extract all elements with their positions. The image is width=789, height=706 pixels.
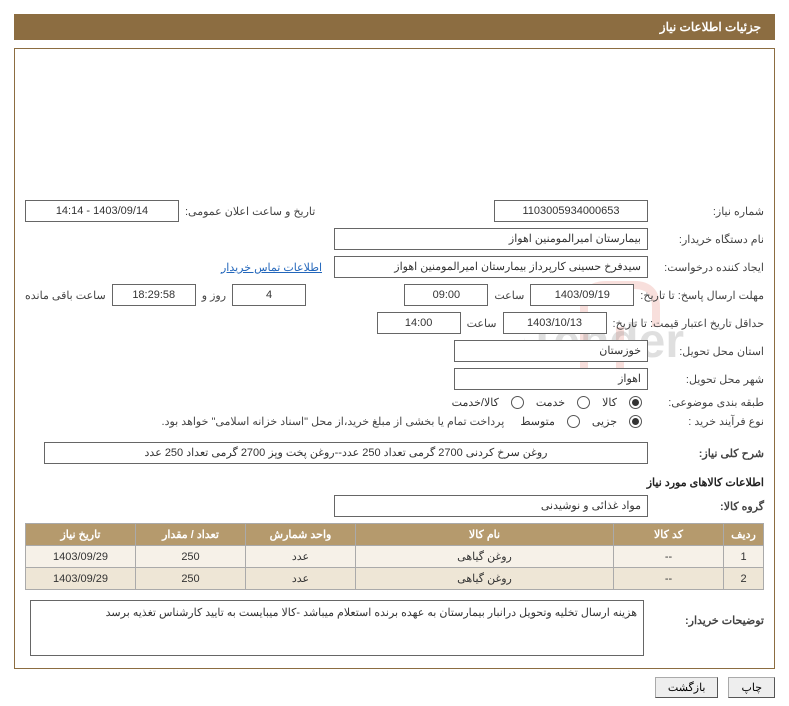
group-label: گروه کالا:: [654, 500, 764, 513]
radio-khedmat-label: خدمت: [536, 396, 565, 409]
deadline-remain-label: ساعت باقی مانده: [25, 289, 106, 302]
radio-motavaset-label: متوسط: [520, 415, 555, 428]
province-value: خوزستان: [454, 340, 648, 362]
buyer-value: بیمارستان امیرالمومنین اهواز: [334, 228, 648, 250]
group-value: مواد غذائی و نوشیدنی: [334, 495, 648, 517]
city-value: اهواز: [454, 368, 648, 390]
radio-kala-label: کالا: [602, 396, 617, 409]
deadline-time: 09:00: [404, 284, 488, 306]
radio-jozi-label: جزیی: [592, 415, 617, 428]
need-number-value: 1103005934000653: [494, 200, 648, 222]
items-section-head: اطلاعات کالاهای مورد نیاز: [25, 476, 764, 489]
deadline-remain-time: 18:29:58: [112, 284, 196, 306]
announce-value: 1403/09/14 - 14:14: [25, 200, 179, 222]
deadline-roz: روز و: [202, 289, 226, 302]
buyer-contact-link[interactable]: اطلاعات تماس خریدار: [221, 261, 322, 274]
cell-code: --: [614, 546, 724, 568]
cell-code: --: [614, 568, 724, 590]
footer: چاپ بازگشت: [0, 669, 789, 706]
class-label: طبقه بندی موضوعی:: [654, 396, 764, 409]
deadline-time-label: ساعت: [494, 289, 524, 302]
print-button[interactable]: چاپ: [728, 677, 775, 698]
summary-label: شرح کلی نیاز:: [654, 447, 764, 460]
cell-unit: عدد: [246, 568, 356, 590]
cell-row: 1: [724, 546, 764, 568]
radio-khedmat[interactable]: [577, 396, 590, 409]
details-panel: AriaTender .net شماره نیاز: 110300593400…: [14, 48, 775, 669]
validity-date: 1403/10/13: [503, 312, 607, 334]
cell-date: 1403/09/29: [26, 568, 136, 590]
radio-kalakhedmat[interactable]: [511, 396, 524, 409]
need-number-label: شماره نیاز:: [654, 205, 764, 218]
validity-time: 14:00: [377, 312, 461, 334]
summary-value: روغن سرخ کردنی 2700 گرمی تعداد 250 عدد--…: [44, 442, 648, 464]
back-button[interactable]: بازگشت: [655, 677, 719, 698]
cell-name: روغن گیاهی: [356, 568, 614, 590]
radio-jozi[interactable]: [629, 415, 642, 428]
city-label: شهر محل تحویل:: [654, 373, 764, 386]
radio-kalakhedmat-label: کالا/خدمت: [452, 396, 499, 409]
table-row: 1 -- روغن گیاهی عدد 250 1403/09/29: [26, 546, 764, 568]
th-name: نام کالا: [356, 524, 614, 546]
buyer-label: نام دستگاه خریدار:: [654, 233, 764, 246]
requester-label: ایجاد کننده درخواست:: [654, 261, 764, 274]
cell-name: روغن گیاهی: [356, 546, 614, 568]
validity-label: حداقل تاریخ اعتبار قیمت: تا تاریخ:: [613, 317, 764, 330]
th-qty: تعداد / مقدار: [136, 524, 246, 546]
radio-kala[interactable]: [629, 396, 642, 409]
cell-date: 1403/09/29: [26, 546, 136, 568]
notes-value: هزینه ارسال تخلیه وتحویل درانبار بیمارست…: [30, 600, 644, 656]
requester-value: سیدفرخ حسینی کارپرداز بیمارستان امیرالمو…: [334, 256, 648, 278]
notes-label: توضیحات خریدار:: [654, 600, 764, 627]
cell-qty: 250: [136, 546, 246, 568]
process-hint: پرداخت تمام یا بخشی از مبلغ خرید،از محل …: [162, 415, 505, 428]
radio-motavaset[interactable]: [567, 415, 580, 428]
items-table: ردیف کد کالا نام کالا واحد شمارش تعداد /…: [25, 523, 764, 590]
process-label: نوع فرآیند خرید :: [654, 415, 764, 428]
cell-row: 2: [724, 568, 764, 590]
deadline-days: 4: [232, 284, 306, 306]
cell-unit: عدد: [246, 546, 356, 568]
cell-qty: 250: [136, 568, 246, 590]
province-label: استان محل تحویل:: [654, 345, 764, 358]
th-date: تاریخ نیاز: [26, 524, 136, 546]
announce-label: تاریخ و ساعت اعلان عمومی:: [185, 205, 315, 218]
th-row: ردیف: [724, 524, 764, 546]
deadline-label: مهلت ارسال پاسخ: تا تاریخ:: [640, 289, 764, 302]
panel-title: جزئیات اطلاعات نیاز: [14, 14, 775, 40]
th-code: کد کالا: [614, 524, 724, 546]
table-row: 2 -- روغن گیاهی عدد 250 1403/09/29: [26, 568, 764, 590]
validity-time-label: ساعت: [467, 317, 497, 330]
th-unit: واحد شمارش: [246, 524, 356, 546]
deadline-date: 1403/09/19: [530, 284, 634, 306]
